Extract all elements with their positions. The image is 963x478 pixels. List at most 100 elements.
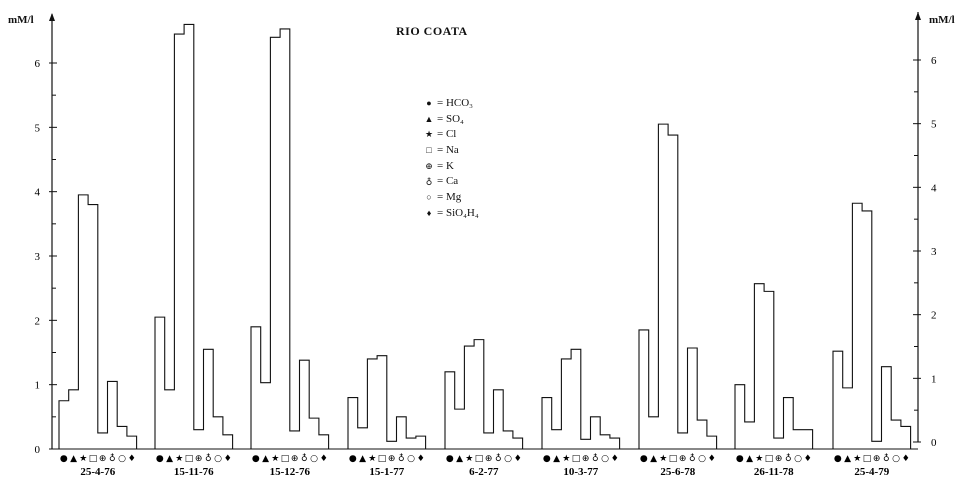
legend-symbol: ▲ xyxy=(424,113,434,124)
bar-mg xyxy=(600,435,610,449)
bar-sio4h4 xyxy=(127,436,137,449)
series-symbol: ○ xyxy=(504,454,512,464)
series-symbol: ⊕ xyxy=(99,454,107,464)
bar-na xyxy=(377,356,387,449)
legend-item: □ = Na xyxy=(423,143,483,159)
histogram-group-4 xyxy=(347,355,427,449)
series-symbol: ● xyxy=(736,454,744,464)
bar-cl xyxy=(367,359,377,449)
bar-ca xyxy=(688,348,698,449)
bar-ca xyxy=(108,381,118,449)
bar-ca xyxy=(591,417,601,449)
left-tick-label: 0 xyxy=(35,444,41,456)
series-symbol: ★ xyxy=(755,454,763,464)
left-tick-label: 1 xyxy=(35,380,41,392)
bar-ca xyxy=(300,360,310,449)
bar-so4 xyxy=(745,422,755,449)
series-symbol: ○ xyxy=(214,454,222,464)
series-symbol: ♦ xyxy=(804,454,812,464)
bar-k xyxy=(387,441,397,449)
series-symbol: □ xyxy=(185,454,194,464)
bar-k xyxy=(872,441,882,449)
legend-label: = SiO₄H₄ xyxy=(437,206,479,219)
group-date-label: 15-11-76 xyxy=(174,466,214,478)
series-symbol: ○ xyxy=(118,454,126,464)
bar-mg xyxy=(891,420,901,449)
bar-hco3 xyxy=(155,317,165,449)
bar-so4 xyxy=(358,428,368,449)
right-tick-label: 6 xyxy=(931,55,937,67)
bar-sio4h4 xyxy=(610,438,620,449)
series-symbol: ♦ xyxy=(417,454,425,464)
series-symbol: ▲ xyxy=(650,454,657,464)
series-symbol: ▲ xyxy=(456,454,463,464)
series-symbol: ▲ xyxy=(262,454,269,464)
right-tick-label: 0 xyxy=(931,437,937,449)
series-symbol: □ xyxy=(281,454,290,464)
series-symbol: ● xyxy=(543,454,551,464)
series-symbol: ★ xyxy=(562,454,570,464)
legend-label: = HCO₃ xyxy=(437,97,474,109)
legend-item: ⊕ = K xyxy=(423,159,483,175)
right-tick-label: 5 xyxy=(931,119,937,131)
series-symbol: □ xyxy=(475,454,484,464)
left-axis-arrow xyxy=(49,13,55,21)
bar-hco3 xyxy=(251,327,261,449)
histogram-group-5 xyxy=(444,339,524,449)
bar-sio4h4 xyxy=(416,436,426,449)
histogram-group-9 xyxy=(832,202,912,449)
legend-symbol: ⊕ xyxy=(425,160,433,171)
bar-cl xyxy=(270,37,280,449)
legend-item: ★ = Cl xyxy=(423,127,483,143)
bar-cl xyxy=(754,284,764,449)
series-symbol: ● xyxy=(156,454,164,464)
series-symbol: ♁ xyxy=(495,453,502,464)
bar-cl xyxy=(464,346,474,449)
series-symbol: ♦ xyxy=(514,454,522,464)
series-symbol: ♦ xyxy=(708,454,716,464)
bar-sio4h4 xyxy=(319,435,329,449)
series-symbol: ♦ xyxy=(224,454,232,464)
bar-k xyxy=(194,430,204,449)
bar-cl xyxy=(78,195,88,449)
bar-so4 xyxy=(552,430,562,449)
series-symbol: ★ xyxy=(79,454,87,464)
left-tick-label: 3 xyxy=(35,251,41,263)
legend-label: = K xyxy=(437,159,454,172)
bar-sio4h4 xyxy=(901,426,911,449)
series-symbol: □ xyxy=(89,454,98,464)
bar-ca xyxy=(204,349,214,449)
right-tick-label: 1 xyxy=(931,373,937,385)
group-date-label: 15-1-77 xyxy=(369,466,404,478)
chart-title: RIO COATA xyxy=(396,24,468,38)
bar-mg xyxy=(213,417,223,449)
bar-mg xyxy=(309,418,319,449)
right-tick-label: 3 xyxy=(931,246,937,258)
legend-label: = SO₄ xyxy=(437,112,464,125)
bar-hco3 xyxy=(445,372,455,449)
group-date-label: 10-3-77 xyxy=(563,466,598,478)
series-symbol: □ xyxy=(378,454,387,464)
bar-na xyxy=(571,349,581,449)
group-date-label: 25-4-79 xyxy=(854,466,889,478)
series-symbol: ▲ xyxy=(359,454,366,464)
bar-k xyxy=(98,433,108,449)
bar-na xyxy=(764,291,774,449)
bar-na xyxy=(280,29,290,449)
legend-label: = Cl xyxy=(437,128,457,141)
series-symbol: ⊕ xyxy=(873,454,881,464)
bar-na xyxy=(668,135,678,449)
bar-so4 xyxy=(455,409,465,449)
left-tick-label: 5 xyxy=(35,122,41,134)
bar-so4 xyxy=(165,390,175,449)
bar-hco3 xyxy=(639,330,649,449)
series-symbol: □ xyxy=(669,454,678,464)
legend-symbol: □ xyxy=(426,145,432,156)
series-symbol: ○ xyxy=(407,454,415,464)
bar-na xyxy=(862,211,872,449)
legend-label: = Ca xyxy=(437,175,459,188)
series-symbol: ⊕ xyxy=(582,454,590,464)
series-symbol: ⊕ xyxy=(679,454,687,464)
series-symbol: ★ xyxy=(465,454,473,464)
left-tick-label: 6 xyxy=(35,58,41,70)
